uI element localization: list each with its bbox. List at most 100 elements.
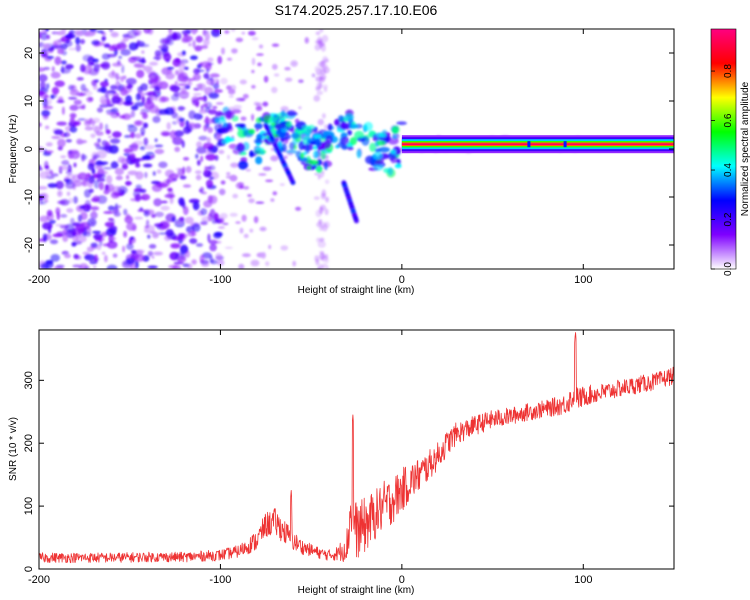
noise-speckle: [182, 263, 190, 268]
noise-speckle: [134, 216, 144, 220]
noise-speckle: [143, 29, 152, 34]
noise-speckle: [135, 163, 141, 168]
noise-speckle: [49, 239, 59, 245]
column-speckle: [317, 118, 324, 126]
noise-speckle: [79, 263, 88, 269]
noise-speckle: [70, 154, 75, 158]
noise-speckle: [163, 179, 175, 184]
noise-speckle: [228, 94, 234, 98]
noise-speckle: [290, 60, 298, 67]
noise-speckle: [200, 208, 208, 216]
noise-speckle: [51, 86, 60, 95]
noise-speckle: [51, 66, 55, 73]
noise-speckle: [39, 74, 48, 83]
noise-speckle: [51, 45, 62, 49]
transition-blob: [356, 137, 366, 142]
noise-speckle: [39, 31, 42, 39]
column-speckle: [323, 124, 329, 130]
noise-speckle: [162, 39, 171, 44]
column-speckle: [316, 81, 322, 90]
transition-blob: [285, 120, 293, 128]
noise-speckle: [39, 91, 48, 99]
noise-speckle: [70, 217, 75, 225]
noise-speckle: [273, 73, 280, 77]
column-speckle: [315, 258, 320, 266]
column-speckle: [321, 263, 328, 269]
noise-speckle: [123, 230, 127, 238]
noise-speckle: [209, 73, 220, 78]
transition-blob: [305, 144, 310, 154]
noise-speckle: [69, 126, 78, 133]
noise-speckle: [199, 254, 205, 264]
noise-speckle: [135, 184, 142, 190]
noise-speckle: [270, 198, 275, 202]
noise-speckle: [180, 243, 188, 253]
dispersion-arm-2: [354, 218, 359, 224]
noise-speckle: [91, 210, 97, 217]
noise-speckle: [130, 56, 142, 60]
noise-speckle: [152, 171, 156, 176]
noise-speckle: [206, 77, 214, 81]
noise-speckle: [67, 150, 75, 159]
noise-speckle: [46, 259, 54, 265]
column-speckle: [321, 113, 326, 119]
noise-speckle: [39, 171, 49, 179]
noise-speckle: [168, 173, 179, 180]
noise-speckle: [154, 211, 164, 218]
noise-speckle: [172, 121, 178, 125]
noise-speckle: [139, 188, 147, 193]
noise-speckle: [104, 123, 109, 131]
noise-speckle: [110, 31, 119, 38]
noise-speckle: [69, 89, 80, 96]
noise-speckle: [182, 166, 186, 174]
noise-speckle: [42, 105, 54, 110]
noise-speckle: [110, 44, 121, 51]
noise-speckle: [92, 58, 99, 63]
noise-speckle: [105, 129, 111, 135]
noise-speckle: [251, 57, 256, 66]
noise-speckle: [207, 195, 213, 204]
noise-speckle: [190, 55, 198, 60]
column-speckle: [314, 65, 321, 73]
noise-speckle: [210, 259, 218, 265]
column-speckle: [318, 225, 324, 232]
transition-blob: [255, 156, 263, 165]
noise-speckle: [121, 163, 128, 170]
noise-speckle: [235, 37, 244, 43]
noise-speckle: [61, 106, 65, 116]
noise-speckle: [61, 60, 67, 65]
noise-speckle: [129, 152, 136, 160]
noise-speckle: [118, 55, 123, 60]
noise-speckle: [123, 152, 131, 157]
carrier-band: [401, 143, 674, 145]
colorbar-tick-label: 0.0: [723, 262, 734, 276]
noise-speckle: [69, 104, 79, 111]
noise-speckle: [229, 212, 238, 217]
noise-speckle: [83, 225, 92, 235]
noise-speckle: [228, 89, 236, 95]
noise-speckle: [183, 157, 190, 161]
noise-speckle: [88, 188, 94, 193]
noise-speckle: [140, 193, 151, 201]
noise-speckle: [102, 146, 111, 151]
noise-speckle: [228, 143, 238, 150]
noise-speckle: [84, 126, 94, 131]
noise-speckle: [243, 233, 249, 239]
noise-speckle: [251, 69, 255, 74]
noise-speckle: [205, 153, 217, 161]
noise-speckle: [261, 251, 267, 260]
noise-speckle: [257, 62, 262, 67]
column-speckle: [318, 237, 325, 242]
noise-speckle: [185, 29, 192, 34]
noise-speckle: [96, 107, 104, 113]
noise-speckle: [53, 129, 64, 135]
noise-speckle: [235, 221, 241, 224]
noise-speckle: [158, 96, 167, 103]
transition-blob: [248, 128, 256, 134]
noise-speckle: [97, 237, 105, 242]
noise-speckle: [125, 180, 131, 186]
noise-speckle: [248, 198, 255, 204]
colorbar-tick-label: 0.4: [723, 163, 734, 177]
noise-speckle: [317, 240, 326, 248]
